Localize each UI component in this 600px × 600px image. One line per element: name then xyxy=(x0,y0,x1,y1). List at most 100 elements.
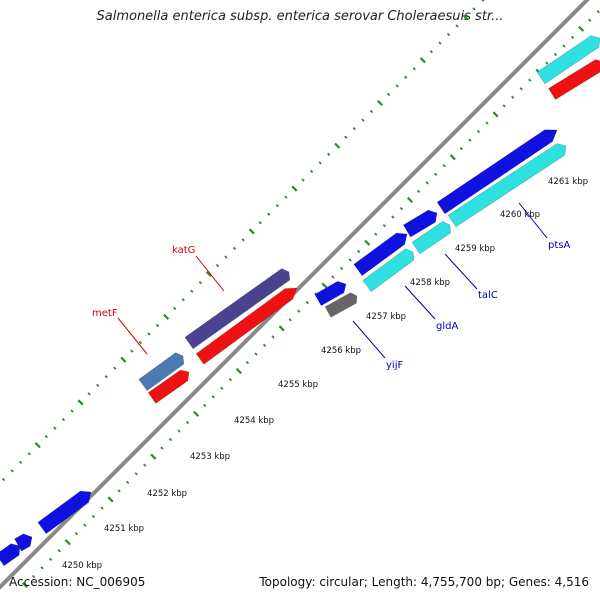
minor-tick xyxy=(126,480,130,484)
minor-tick xyxy=(40,566,44,570)
gene-katG xyxy=(184,268,291,350)
major-tick xyxy=(193,410,200,417)
minor-tick xyxy=(476,129,481,134)
minor-tick xyxy=(545,61,549,65)
feature-layer xyxy=(0,35,600,567)
minor-tick xyxy=(562,44,566,48)
label-layer: 4250 kbp 4251 kbp 4252 kbp 4253 kbp 4254 kbp… xyxy=(62,177,588,571)
scale-label-kbp: 4255 kbp xyxy=(278,380,318,390)
gene-yijF xyxy=(324,292,358,318)
minor-tick xyxy=(596,10,600,14)
minor-tick xyxy=(173,306,177,310)
minor-tick xyxy=(53,426,57,430)
major-tick xyxy=(120,356,127,363)
scale-label-kbp: 4257 kbp xyxy=(366,312,406,322)
minor-tick xyxy=(369,109,374,114)
scale-label-kbp: 4250 kbp xyxy=(62,561,102,571)
leader-line xyxy=(195,255,225,292)
minor-tick xyxy=(1,477,6,482)
major-tick xyxy=(64,539,71,546)
minor-tick xyxy=(203,403,207,407)
minor-tick xyxy=(305,301,309,305)
cds-arrow xyxy=(37,490,92,535)
minor-tick xyxy=(232,246,237,251)
minor-tick xyxy=(49,557,53,561)
minor-tick xyxy=(27,452,31,456)
minor-tick xyxy=(91,514,96,519)
minor-tick xyxy=(211,395,215,399)
minor-tick xyxy=(61,417,66,422)
minor-tick xyxy=(262,343,267,348)
minor-tick xyxy=(357,249,361,253)
major-tick xyxy=(462,14,469,21)
major-tick xyxy=(376,99,384,107)
cds-arrow xyxy=(314,281,347,307)
accession-text: Accession: NC_006905 xyxy=(9,575,146,589)
major-tick xyxy=(278,325,285,332)
major-tick xyxy=(321,282,328,289)
scale-label-kbp: 4261 kbp xyxy=(548,177,588,187)
minor-tick xyxy=(143,463,147,467)
minor-tick xyxy=(241,238,245,242)
minor-tick xyxy=(190,289,194,293)
minor-tick xyxy=(425,181,429,185)
minor-tick xyxy=(147,332,151,336)
minor-tick xyxy=(275,204,279,208)
major-tick xyxy=(205,271,212,278)
minor-tick xyxy=(301,178,305,182)
minor-tick xyxy=(327,152,331,156)
minor-tick xyxy=(472,7,476,11)
minor-tick xyxy=(331,275,335,279)
minor-tick xyxy=(155,323,160,328)
minor-tick xyxy=(297,309,301,313)
minor-tick xyxy=(160,446,164,450)
minor-tick xyxy=(31,574,36,579)
major-tick xyxy=(34,442,41,449)
leader-line xyxy=(404,285,436,320)
scale-label-kbp: 4251 kbp xyxy=(104,524,144,534)
minor-tick xyxy=(485,121,489,125)
major-tick xyxy=(492,111,499,118)
leader-line xyxy=(117,317,148,355)
gene-gldA xyxy=(362,248,415,293)
minor-tick xyxy=(177,429,181,433)
minor-tick xyxy=(386,92,391,97)
cds-arrow xyxy=(14,533,33,552)
minor-tick xyxy=(318,161,322,165)
minor-tick xyxy=(309,169,314,174)
leader-line xyxy=(352,320,386,359)
minor-tick xyxy=(19,460,23,464)
minor-tick xyxy=(96,383,100,387)
leader-line xyxy=(444,253,478,290)
major-tick xyxy=(334,142,341,149)
minor-tick xyxy=(511,95,515,99)
major-tick xyxy=(163,313,170,320)
minor-tick xyxy=(455,24,459,28)
minor-tick xyxy=(134,472,138,476)
minor-tick xyxy=(168,437,173,442)
minor-tick xyxy=(374,232,378,236)
minor-tick xyxy=(83,523,87,527)
minor-tick xyxy=(284,195,288,199)
minor-tick xyxy=(361,118,365,122)
scale-label-kbp: 4256 kbp xyxy=(321,346,361,356)
topology-text: Topology: circular; Length: 4,755,700 bp… xyxy=(259,575,589,589)
minor-tick xyxy=(442,164,446,168)
scale-label-kbp: 4259 kbp xyxy=(455,244,495,254)
minor-tick xyxy=(348,258,352,262)
minor-tick xyxy=(459,147,463,151)
scale-label-kbp: 4252 kbp xyxy=(147,489,187,499)
cds-arrow xyxy=(353,232,408,277)
scale-label-kbp: 4254 kbp xyxy=(234,416,274,426)
gene-metF xyxy=(138,352,185,392)
minor-tick xyxy=(138,340,143,345)
minor-tick xyxy=(117,489,121,493)
minor-tick xyxy=(352,127,356,131)
minor-tick xyxy=(519,87,523,91)
minor-tick xyxy=(399,206,404,211)
scale-label-kbp: 4258 kbp xyxy=(410,278,450,288)
minor-tick xyxy=(44,435,48,439)
